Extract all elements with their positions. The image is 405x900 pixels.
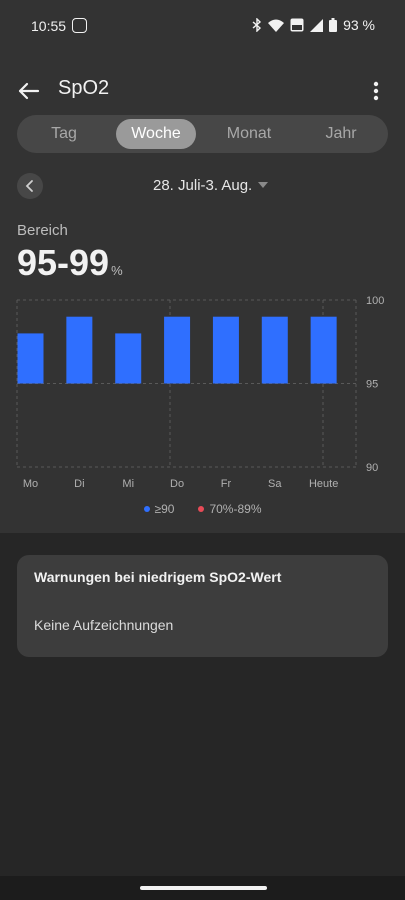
legend-item: 70%-89% — [198, 502, 261, 516]
y-tick-label: 90 — [366, 462, 378, 474]
range-label: Bereich — [17, 222, 68, 239]
battery-percentage: 93 % — [343, 17, 375, 33]
bar-do[interactable] — [164, 316, 191, 384]
x-tick-label: Heute — [309, 478, 338, 490]
legend-item: ≥90 — [143, 502, 175, 516]
bar-fr[interactable] — [212, 316, 239, 384]
health-app-icon — [72, 18, 87, 33]
bar-sa[interactable] — [261, 316, 288, 384]
page-title: SpO2 — [58, 77, 110, 99]
range-unit: % — [111, 263, 123, 278]
legend-dot — [143, 506, 150, 512]
top-panel — [0, 0, 405, 533]
legend-label: 70%-89% — [209, 502, 262, 516]
range-value-group: 95-99% — [17, 242, 123, 284]
legend-dot — [198, 506, 205, 512]
x-tick-label: Sa — [268, 478, 282, 490]
volte-icon — [290, 18, 304, 32]
card-title: Warnungen bei niedrigem SpO2-Wert — [34, 569, 282, 585]
x-tick-label: Mo — [23, 478, 38, 490]
status-icons: 93 % — [252, 17, 375, 33]
app-bar: SpO2 — [0, 68, 405, 112]
tab-monat[interactable]: Monat — [226, 125, 272, 142]
x-tick-label: Do — [170, 478, 184, 490]
x-tick-label: Mi — [122, 478, 134, 490]
x-tick-label: Fr — [221, 478, 232, 490]
legend-label: ≥90 — [154, 502, 175, 516]
period-tabs: Tag Woche Monat Jahr — [17, 115, 388, 153]
tab-woche[interactable]: Woche — [116, 119, 196, 149]
home-indicator[interactable] — [140, 886, 267, 890]
x-tick-label: Di — [74, 478, 84, 490]
bar-mi[interactable] — [115, 333, 142, 384]
caret-down-icon — [258, 182, 268, 188]
chart-legend: ≥90 70%-89% — [0, 501, 405, 516]
signal-icon — [310, 18, 324, 32]
bluetooth-icon — [252, 18, 262, 32]
range-value: 95-99 — [17, 242, 110, 283]
bar-mo[interactable] — [17, 333, 44, 384]
low-spo2-warnings-card[interactable]: Warnungen bei niedrigem SpO2-Wert Keine … — [17, 555, 388, 657]
back-button[interactable] — [14, 76, 44, 106]
back-arrow-icon — [18, 82, 40, 100]
status-time: 10:55 — [31, 18, 67, 34]
previous-week-button[interactable] — [17, 173, 43, 199]
battery-icon — [329, 18, 338, 32]
bar-di[interactable] — [66, 316, 93, 384]
more-vertical-icon — [373, 81, 379, 101]
card-body: Keine Aufzeichnungen — [34, 617, 174, 633]
status-bar: 10:55 93 % — [0, 0, 405, 52]
y-tick-label: 100 — [366, 295, 384, 307]
spo2-bar-chart[interactable]: 100 95 90 Mo Di Mi Do Fr Sa Heute — [0, 290, 405, 490]
date-range-selector[interactable]: 28. Juli-3. Aug. — [153, 177, 253, 194]
chevron-left-icon — [25, 180, 33, 192]
wifi-icon — [268, 19, 285, 32]
bar-heute[interactable] — [310, 316, 337, 384]
tab-jahr[interactable]: Jahr — [325, 125, 357, 142]
y-tick-label: 95 — [366, 379, 378, 391]
tab-tag[interactable]: Tag — [51, 125, 77, 142]
more-options-button[interactable] — [364, 76, 388, 106]
